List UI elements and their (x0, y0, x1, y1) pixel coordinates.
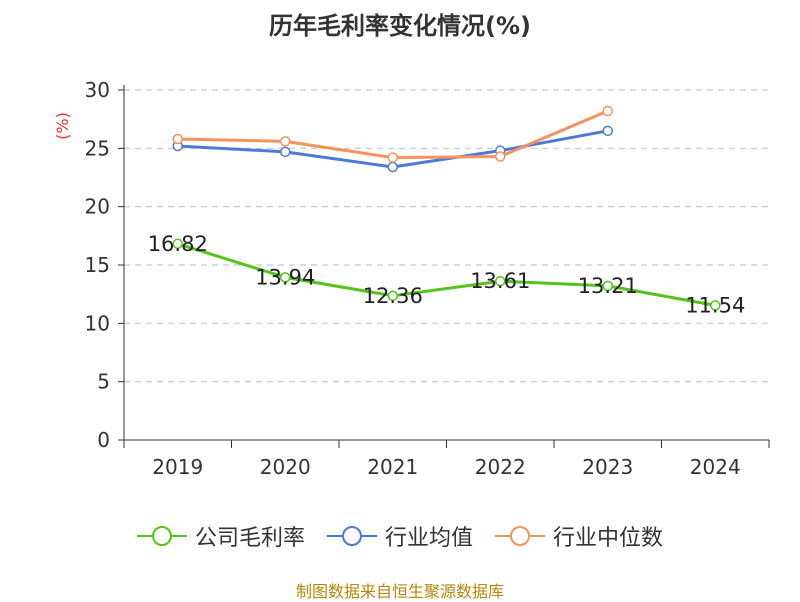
data-point (280, 146, 291, 158)
data-point (710, 300, 721, 311)
legend-swatch-marker (151, 526, 172, 546)
legend-label: 公司毛利率 (194, 526, 305, 551)
data-point (602, 105, 613, 117)
data-point (280, 272, 291, 283)
legend-item[interactable]: 行业均值 (326, 520, 473, 552)
axes: 0 5 10 15 20 25 30 2019 2020 2021 2022 2023 2024 (%) (53, 78, 770, 479)
data-label: 11.54 (685, 293, 745, 317)
legend-item[interactable]: 行业中位数 (495, 520, 663, 552)
legend-item[interactable]: 公司毛利率 (136, 520, 305, 552)
y-axis-label: (%) (53, 112, 72, 140)
legend: 公司毛利率 行业均值 行业中位数 (0, 518, 800, 554)
x-tick-label: 2021 (367, 455, 418, 479)
data-label: 13.21 (578, 274, 638, 298)
data-point (280, 136, 291, 147)
data-point (602, 125, 613, 137)
y-tick-label: 10 (85, 311, 110, 335)
data-point (172, 133, 183, 145)
data-point (602, 280, 613, 292)
y-tick-label: 15 (85, 253, 110, 277)
legend-swatch-icon (326, 526, 377, 546)
legend-swatch-marker (510, 526, 530, 546)
y-tick-label: 30 (85, 78, 110, 102)
legend-swatch-marker (341, 526, 362, 546)
x-tick-label: 2023 (582, 455, 633, 479)
data-label: 13.94 (255, 265, 315, 289)
series-lines (172, 105, 721, 311)
chart-title: 历年毛利率变化情况(%) (269, 12, 531, 40)
data-point (172, 238, 183, 250)
x-tick-label: 2024 (690, 455, 741, 479)
grid-lines (124, 89, 769, 383)
data-point (387, 161, 398, 173)
data-point (387, 152, 398, 163)
y-tick-label: 0 (97, 428, 110, 452)
y-tick-label: 20 (85, 195, 110, 219)
data-label: 12.36 (363, 284, 423, 308)
legend-label: 行业均值 (384, 526, 473, 551)
source-note: 制图数据来自恒生聚源数据库 (295, 582, 504, 601)
y-tick-label: 25 (85, 136, 110, 160)
data-point (387, 290, 398, 302)
legend-swatch-icon (136, 526, 187, 546)
data-labels: 16.82 13.94 12.36 13.61 13.21 11.54 (148, 232, 746, 318)
y-tick-label: 5 (97, 370, 110, 394)
data-label: 16.82 (148, 232, 208, 256)
data-label: 13.61 (470, 269, 530, 293)
x-tick-label: 2022 (475, 455, 526, 479)
legend-swatch-icon (495, 526, 545, 546)
x-tick-label: 2020 (260, 455, 311, 479)
series-line (177, 242, 716, 307)
legend-label: 行业中位数 (553, 526, 664, 551)
x-tick-label: 2019 (152, 455, 203, 479)
data-point (495, 275, 506, 287)
data-point (495, 151, 506, 162)
